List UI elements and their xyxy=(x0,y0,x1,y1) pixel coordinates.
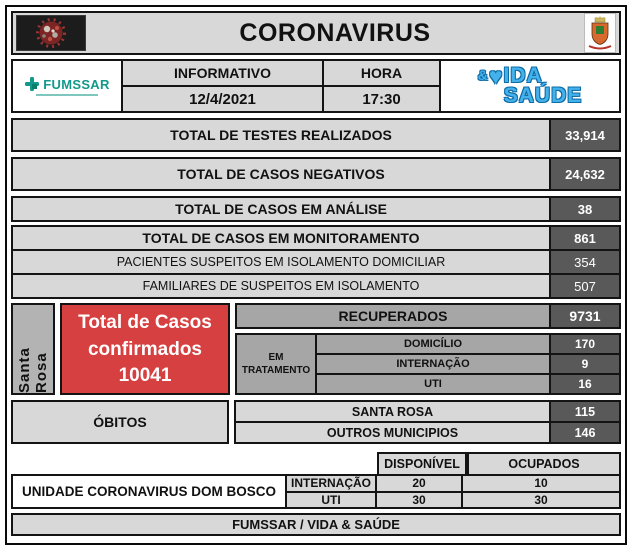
unidade-body: UNIDADE CORONAVIRUS DOM BOSCO INTERNAÇÃO… xyxy=(11,474,621,509)
confirmed-line2: confirmados xyxy=(87,338,203,360)
monitoramento-group: TOTAL DE CASOS EM MONITORAMENTO 861 PACI… xyxy=(11,225,621,299)
row-value: 16 xyxy=(549,375,619,393)
page-title: CORONAVIRUS xyxy=(239,18,431,47)
disponivel-internacao: 20 xyxy=(377,476,461,491)
stat-label: FAMILIARES DE SUSPEITOS EM ISOLAMENTO xyxy=(13,275,549,297)
tratamento-row-internacao: INTERNAÇÃO 9 xyxy=(317,353,619,373)
ampersand: & xyxy=(477,67,489,84)
ocupados-uti: 30 xyxy=(463,490,619,507)
hora-column: HORA 17:30 xyxy=(324,61,441,111)
stat-label: TOTAL DE CASOS NEGATIVOS xyxy=(13,159,549,189)
info-bar: FUMSSAR INFORMATIVO 12/4/2021 HORA 17:30… xyxy=(11,59,621,113)
obitos-section: ÓBITOS SANTA ROSA 115 OUTROS MUNICIPIOS … xyxy=(11,400,621,444)
hora-time: 17:30 xyxy=(324,87,439,111)
row-label: OUTROS MUNICIPIOS xyxy=(236,423,549,442)
fumssar-wordmark: FUMSSAR xyxy=(43,76,110,92)
ocupados-internacao: 10 xyxy=(463,476,619,491)
tratamento-row-domicilio: DOMICÍLIO 170 xyxy=(317,335,619,353)
row-label: INTERNAÇÃO xyxy=(317,355,549,373)
column-header-ocupados: OCUPADOS xyxy=(467,452,621,474)
footer-text: FUMSSAR / VIDA & SAÚDE xyxy=(232,517,400,532)
santa-rosa-section: Santa Rosa Total de Casos confirmados 10… xyxy=(11,303,621,395)
row-value: 9 xyxy=(549,355,619,373)
recuperados-value: 9731 xyxy=(549,305,619,327)
hora-label: HORA xyxy=(324,61,439,87)
unidade-name-cell: UNIDADE CORONAVIRUS DOM BOSCO xyxy=(13,476,285,507)
row-value: 170 xyxy=(549,335,619,353)
stat-value: 38 xyxy=(549,198,619,220)
stat-row-casos-analise: TOTAL DE CASOS EM ANÁLISE 38 xyxy=(11,196,621,222)
em-tratamento-table: EM TRATAMENTO DOMICÍLIO 170 INTERNAÇÃO 9… xyxy=(235,333,621,395)
heart-icon: ♥ xyxy=(488,63,504,90)
row-label: DOMICÍLIO xyxy=(317,335,549,353)
vida-logo-line1: &♥IDA xyxy=(477,63,583,90)
row-label-internacao: INTERNAÇÃO xyxy=(287,476,375,491)
column-header-disponivel: DISPONÍVEL xyxy=(377,452,467,474)
stat-value: 354 xyxy=(549,251,619,273)
row-value: 115 xyxy=(549,402,619,421)
footer-bar: FUMSSAR / VIDA & SAÚDE xyxy=(11,513,621,536)
stat-row-testes-realizados: TOTAL DE TESTES REALIZADOS 33,914 xyxy=(11,118,621,152)
informativo-label: INFORMATIVO xyxy=(123,61,322,87)
informativo-date: 12/4/2021 xyxy=(123,87,322,111)
stat-row-casos-negativos: TOTAL DE CASOS NEGATIVOS 24,632 xyxy=(11,157,621,191)
region-strip: Santa Rosa xyxy=(11,303,55,395)
informativo-column: INFORMATIVO 12/4/2021 xyxy=(123,61,324,111)
saude-word: SAÚDE xyxy=(503,83,583,107)
confirmed-line1: Total de Casos xyxy=(78,311,212,333)
unidade-name: UNIDADE CORONAVIRUS xyxy=(22,484,188,499)
unidade-ocupados-values: 10 30 xyxy=(461,476,619,507)
tratamento-row-uti: UTI 16 xyxy=(317,373,619,393)
unidade-header-row: DISPONÍVEL OCUPADOS xyxy=(11,452,621,474)
disponivel-uti: 30 xyxy=(377,490,461,507)
vida-saude-logo: &♥IDA SAÚDE xyxy=(441,61,619,111)
obitos-row-outros-municipios: OUTROS MUNICIPIOS 146 xyxy=(236,421,619,442)
row-label: SANTA ROSA xyxy=(236,402,549,421)
obitos-table: SANTA ROSA 115 OUTROS MUNICIPIOS 146 xyxy=(234,400,621,444)
em-tratamento-label: EM TRATAMENTO xyxy=(237,335,317,393)
coronavirus-image xyxy=(16,15,86,51)
stat-value: 507 xyxy=(549,275,619,297)
header-spacer xyxy=(11,452,377,474)
city-crest-icon xyxy=(584,13,616,53)
obitos-label: ÓBITOS xyxy=(11,400,229,444)
recuperados-label: RECUPERADOS xyxy=(237,305,549,327)
region-label: Santa Rosa xyxy=(16,347,50,393)
stat-row-monitoramento: TOTAL DE CASOS EM MONITORAMENTO 861 xyxy=(13,227,619,249)
row-label: UTI xyxy=(317,375,549,393)
header: CORONAVIRUS xyxy=(11,11,621,55)
stat-value: 33,914 xyxy=(549,120,619,150)
coronavirus-illustration xyxy=(17,16,85,50)
stat-label: TOTAL DE CASOS EM MONITORAMENTO xyxy=(13,227,549,249)
bulletin-sheet: CORONAVIRUS FUMSSAR xyxy=(5,5,627,545)
fumssar-tagline xyxy=(36,94,98,96)
row-value: 146 xyxy=(549,423,619,442)
recuperados-row: RECUPERADOS 9731 xyxy=(235,303,621,329)
vida-word: IDA xyxy=(503,64,543,88)
stat-value: 861 xyxy=(549,227,619,249)
medical-cross-icon xyxy=(25,77,40,91)
confirmed-value: 10041 xyxy=(118,365,172,387)
fumssar-logo: FUMSSAR xyxy=(13,61,123,111)
stat-row-pacientes-suspeitos: PACIENTES SUSPEITOS EM ISOLAMENTO DOMICI… xyxy=(13,249,619,273)
unidade-location: DOM BOSCO xyxy=(191,484,276,499)
stat-label: TOTAL DE TESTES REALIZADOS xyxy=(13,120,549,150)
unidade-coronavirus-section: DISPONÍVEL OCUPADOS UNIDADE CORONAVIRUS … xyxy=(11,452,621,509)
stat-row-familiares-suspeitos: FAMILIARES DE SUSPEITOS EM ISOLAMENTO 50… xyxy=(13,273,619,297)
stat-label: TOTAL DE CASOS EM ANÁLISE xyxy=(13,198,549,220)
stat-value: 24,632 xyxy=(549,159,619,189)
obitos-row-santa-rosa: SANTA ROSA 115 xyxy=(236,402,619,421)
confirmed-cases-box: Total de Casos confirmados 10041 xyxy=(60,303,230,395)
unidade-disponivel-values: 20 30 xyxy=(375,476,461,507)
row-label-uti: UTI xyxy=(287,490,375,507)
unidade-row-labels: INTERNAÇÃO UTI xyxy=(285,476,375,507)
stat-label: PACIENTES SUSPEITOS EM ISOLAMENTO DOMICI… xyxy=(13,251,549,273)
